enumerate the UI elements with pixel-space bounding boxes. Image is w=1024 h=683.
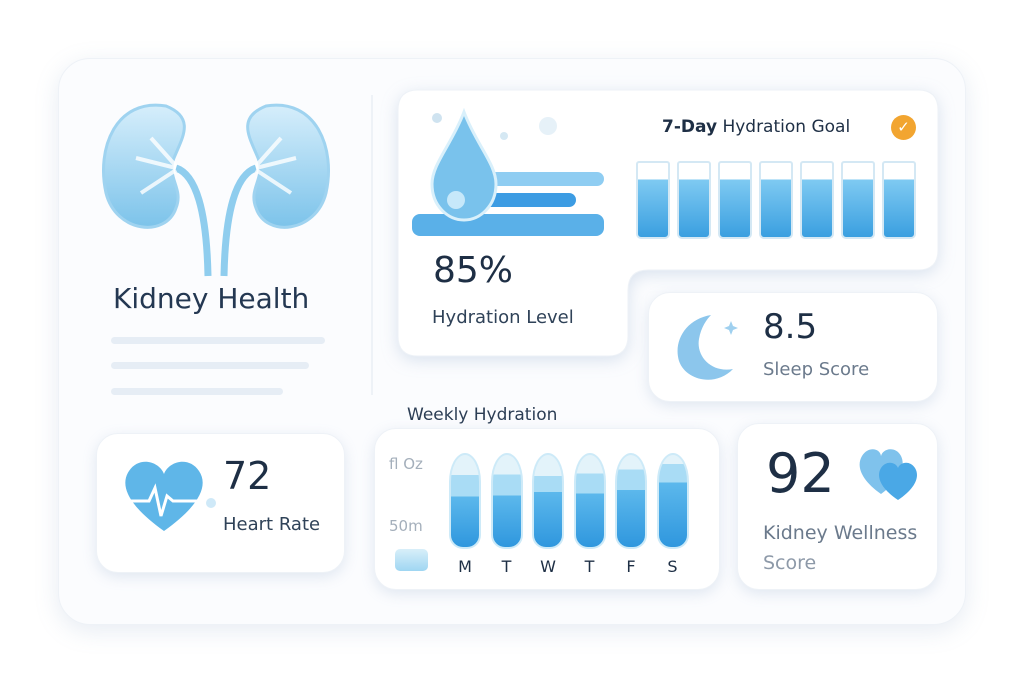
bar xyxy=(573,453,606,549)
heart-pulse-icon xyxy=(119,461,216,531)
water-glass-icon xyxy=(882,161,916,239)
weekly-hydration-card: fl Oz 50m M T W T F S xyxy=(374,428,720,590)
goal-title: 7-Day Hydration Goal xyxy=(662,117,851,137)
heart-rate-value: 72 xyxy=(223,454,272,498)
placeholder-line xyxy=(111,337,325,344)
water-glass-icon xyxy=(800,161,834,239)
check-circle-icon: ✓ xyxy=(891,115,916,140)
water-glass-icon xyxy=(841,161,875,239)
wellness-label-line1: Kidney Wellness xyxy=(763,522,918,544)
wellness-label-line2: Score xyxy=(763,552,817,574)
kidney-wellness-card[interactable]: 92 Kidney Wellness Score xyxy=(737,423,938,590)
hydration-level-value: 85% xyxy=(433,250,514,291)
moon-icon xyxy=(677,315,738,380)
water-glass-icon xyxy=(759,161,793,239)
bar xyxy=(532,453,564,549)
chart-title: Weekly Hydration xyxy=(407,405,558,425)
water-glass-icon xyxy=(718,161,752,239)
kidney-illustration xyxy=(102,103,330,277)
x-tick-label: S xyxy=(667,557,678,576)
legend-swatch xyxy=(395,549,428,571)
heart-rate-label: Heart Rate xyxy=(223,514,321,535)
sleep-score-value: 8.5 xyxy=(763,307,818,347)
placeholder-line xyxy=(111,388,283,395)
heart-rate-card[interactable]: 72 Heart Rate xyxy=(96,433,345,573)
hydration-level-label: Hydration Level xyxy=(432,307,574,328)
bar xyxy=(449,453,481,549)
bar xyxy=(490,453,523,549)
y-tick-label: fl Oz xyxy=(389,455,423,473)
x-tick-label: M xyxy=(458,557,472,576)
x-tick-label: T xyxy=(584,557,595,576)
y-tick-label: 50m xyxy=(389,517,423,535)
hearts-icon xyxy=(859,449,917,500)
x-tick-label: T xyxy=(501,557,512,576)
water-glass-icon xyxy=(677,161,711,239)
x-tick-label: W xyxy=(540,557,556,576)
water-glass-icon xyxy=(636,161,670,239)
bar xyxy=(615,453,647,549)
bar xyxy=(656,453,689,549)
wellness-score-value: 92 xyxy=(766,442,835,505)
sleep-score-card[interactable]: 8.5 Sleep Score xyxy=(648,292,938,402)
app-title: Kidney Health xyxy=(113,282,310,315)
x-tick-label: F xyxy=(626,557,636,576)
sleep-score-label: Sleep Score xyxy=(763,359,870,380)
placeholder-line xyxy=(111,362,309,369)
divider xyxy=(371,95,373,395)
water-drop-icon xyxy=(430,107,498,222)
glasses-row xyxy=(636,161,916,239)
